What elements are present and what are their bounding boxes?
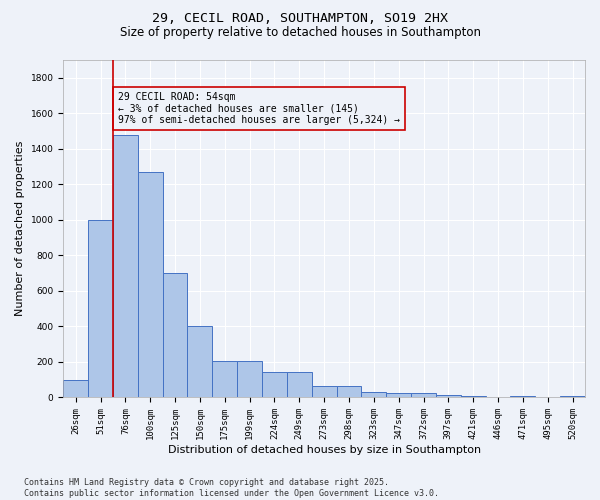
Bar (138, 172, 163, 398)
Text: 29, CECIL ROAD, SOUTHAMPTON, SO19 2HX: 29, CECIL ROAD, SOUTHAMPTON, SO19 2HX (152, 12, 448, 26)
Bar (88, 220, 113, 398)
Y-axis label: Number of detached properties: Number of detached properties (15, 141, 25, 316)
Bar (237, 361, 262, 398)
Bar (461, 396, 485, 398)
Bar (262, 372, 287, 398)
Bar (113, 134, 138, 398)
Bar (411, 393, 436, 398)
Bar (312, 386, 337, 398)
Bar (386, 393, 411, 398)
Bar (63, 380, 88, 398)
Bar (485, 396, 511, 398)
Bar (187, 326, 212, 398)
Bar (535, 396, 560, 398)
Bar (337, 386, 361, 398)
Text: Size of property relative to detached houses in Southampton: Size of property relative to detached ho… (119, 26, 481, 39)
Bar (436, 395, 461, 398)
Text: Contains HM Land Registry data © Crown copyright and database right 2025.
Contai: Contains HM Land Registry data © Crown c… (24, 478, 439, 498)
Bar (560, 396, 585, 398)
Bar (212, 361, 237, 398)
Bar (163, 273, 187, 398)
X-axis label: Distribution of detached houses by size in Southampton: Distribution of detached houses by size … (167, 445, 481, 455)
Text: 29 CECIL ROAD: 54sqm
← 3% of detached houses are smaller (145)
97% of semi-detac: 29 CECIL ROAD: 54sqm ← 3% of detached ho… (118, 92, 400, 125)
Bar (287, 372, 312, 398)
Bar (361, 392, 386, 398)
Bar (511, 396, 535, 398)
